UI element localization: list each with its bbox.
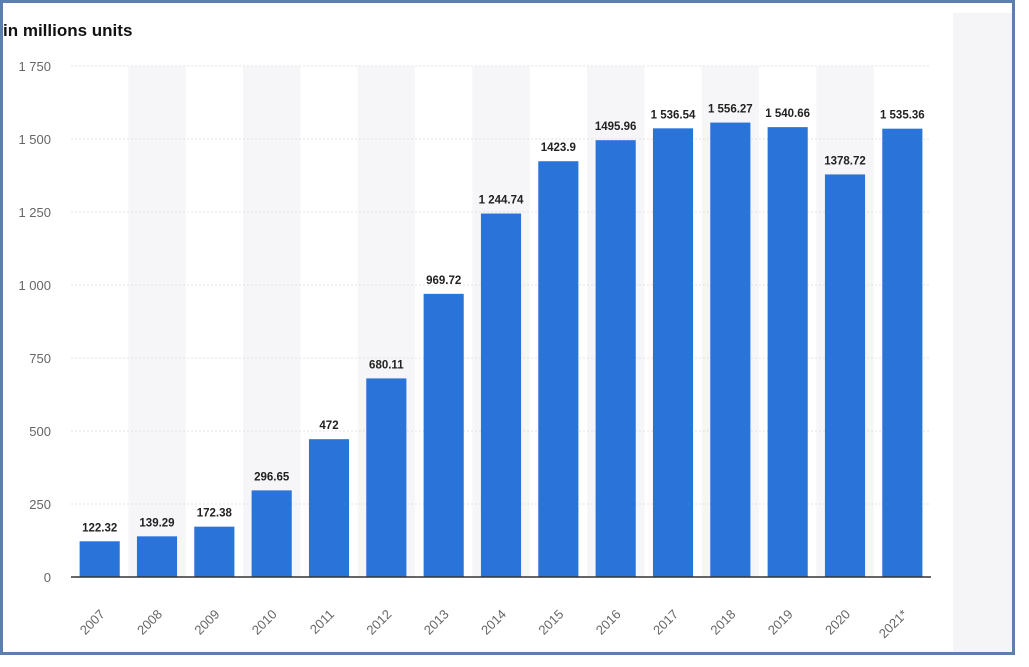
side-panel xyxy=(953,13,1012,652)
x-tick-label: 2011 xyxy=(307,607,337,637)
x-tick-label: 2021* xyxy=(876,607,911,642)
x-tick-label: 2010 xyxy=(249,607,280,638)
y-tick-label: 1 250 xyxy=(18,205,51,220)
data-label: 1 536.54 xyxy=(651,109,696,121)
data-label: 296.65 xyxy=(254,471,290,483)
bar xyxy=(882,128,923,578)
data-label: 139.29 xyxy=(139,517,174,529)
x-tick-label: 2017 xyxy=(650,607,681,638)
data-label: 1423.9 xyxy=(541,142,576,154)
y-axis-title: in millions units xyxy=(3,21,133,40)
x-tick-label: 2016 xyxy=(593,607,624,638)
data-label: 680.11 xyxy=(369,359,404,371)
y-tick-label: 500 xyxy=(29,424,51,439)
bar xyxy=(194,526,235,577)
data-label: 1495.96 xyxy=(595,121,637,133)
bar xyxy=(767,127,808,577)
x-tick-label: 2013 xyxy=(421,607,452,638)
bar xyxy=(251,490,292,577)
bar xyxy=(824,174,866,577)
data-label: 172.38 xyxy=(197,508,233,520)
data-label: 122.32 xyxy=(82,522,117,534)
data-label: 1 556.27 xyxy=(708,104,753,116)
x-tick-label: 2012 xyxy=(363,607,394,638)
data-label: 1378.72 xyxy=(824,155,866,167)
bar xyxy=(308,439,350,577)
background-band xyxy=(128,66,186,577)
data-label: 1 540.66 xyxy=(765,108,810,120)
bar xyxy=(136,536,178,577)
x-tick-label: 2007 xyxy=(77,607,108,638)
bar xyxy=(710,122,751,578)
x-tick-label: 2020 xyxy=(822,607,853,638)
bar xyxy=(423,293,464,577)
bar xyxy=(79,541,120,577)
chart-frame: in millions units 122.32 139.29 172.38 296.… xyxy=(0,0,1015,655)
x-tick-label: 2014 xyxy=(478,607,509,638)
x-tick-label: 2018 xyxy=(707,607,738,638)
x-tick-label: 2015 xyxy=(535,607,566,638)
x-tick-label: 2019 xyxy=(765,607,796,638)
x-tick-label: 2009 xyxy=(191,607,222,638)
x-tick-label: 2008 xyxy=(134,607,165,638)
y-tick-label: 750 xyxy=(29,351,51,366)
data-label: 969.72 xyxy=(426,275,461,287)
y-tick-label: 1 500 xyxy=(18,132,51,147)
y-tick-label: 1 000 xyxy=(18,278,51,293)
data-label: 1 244.74 xyxy=(479,195,524,207)
bar-chart: 122.32 139.29 172.38 296.65 472 680.11 969.72 1… xyxy=(18,59,931,642)
data-label: 1 535.36 xyxy=(880,110,925,122)
data-label: 472 xyxy=(319,420,338,432)
bar xyxy=(595,140,636,577)
bar xyxy=(366,378,407,577)
bar xyxy=(538,161,579,578)
bar xyxy=(652,128,694,577)
y-tick-label: 250 xyxy=(29,497,51,512)
y-tick-label: 1 750 xyxy=(18,59,51,74)
y-tick-label: 0 xyxy=(44,570,51,585)
bar xyxy=(480,213,522,577)
